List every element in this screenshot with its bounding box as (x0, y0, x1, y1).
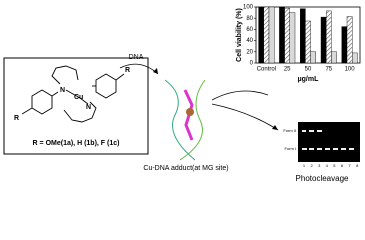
x-tick-label: 25 (284, 67, 291, 73)
atom-label: R (125, 67, 130, 74)
gel-band-label: Form II (283, 128, 296, 133)
atom-label: N (60, 87, 65, 94)
bar (326, 10, 332, 64)
gel-caption: Photocleavage (296, 174, 349, 183)
y-tick-label: 100 (243, 5, 254, 11)
x-tick-label: Control (257, 67, 276, 73)
dna-image (164, 79, 206, 161)
atom-label: R (14, 115, 19, 122)
bar (310, 51, 317, 64)
atom-label: N (86, 104, 91, 111)
y-tick-label: 80 (246, 16, 253, 22)
arrow (211, 90, 269, 101)
lane-number: 6 (341, 163, 344, 168)
bar (305, 20, 311, 64)
bar (289, 12, 296, 64)
structure-caption: R = OMe(1a), H (1b), F (1c) (33, 140, 120, 147)
y-tick-label: 60 (246, 27, 253, 33)
adduct-label: Cu-DNA adduct(at MG site) (143, 165, 228, 172)
bar (300, 8, 306, 64)
lane-number: 1 (303, 163, 306, 168)
bar (331, 51, 337, 64)
gel-band-label: Form I (284, 146, 296, 151)
lane-number: 7 (348, 163, 351, 168)
x-tick-label: 100 (345, 67, 356, 73)
lane-number: 2 (310, 163, 313, 168)
gel-image (298, 122, 360, 162)
bar (352, 52, 358, 64)
arrow-label: DNA (129, 54, 144, 61)
structure-drawing (21, 65, 125, 123)
y-tick-label: 40 (246, 38, 253, 44)
bar (258, 6, 265, 64)
gel-bands (302, 130, 354, 150)
bar (346, 16, 353, 64)
bar (320, 16, 327, 64)
arrow-head (153, 68, 158, 74)
x-tick-label: 50 (305, 67, 312, 73)
graphical-abstract: N Cu N R R R = OMe(1a), H (1b), F (1c) D… (3, 5, 361, 183)
lane-number: 8 (356, 163, 359, 168)
x-axis-label: µg/mL (298, 76, 319, 83)
bar (268, 6, 275, 64)
atom-label: Cu (74, 94, 83, 101)
bar (279, 6, 285, 64)
bar (284, 7, 291, 64)
y-tick-label: 0 (250, 61, 254, 67)
lane-number: 5 (333, 163, 336, 168)
y-axis-label: Cell viability (%) (236, 8, 243, 62)
x-tick-label: 75 (325, 67, 332, 73)
bar (263, 6, 270, 64)
arrow (211, 103, 279, 131)
lane-number: 3 (318, 163, 321, 168)
arrow-head (272, 125, 278, 130)
bar (341, 26, 348, 64)
y-tick-label: 20 (246, 49, 253, 55)
lane-number: 4 (326, 163, 329, 168)
